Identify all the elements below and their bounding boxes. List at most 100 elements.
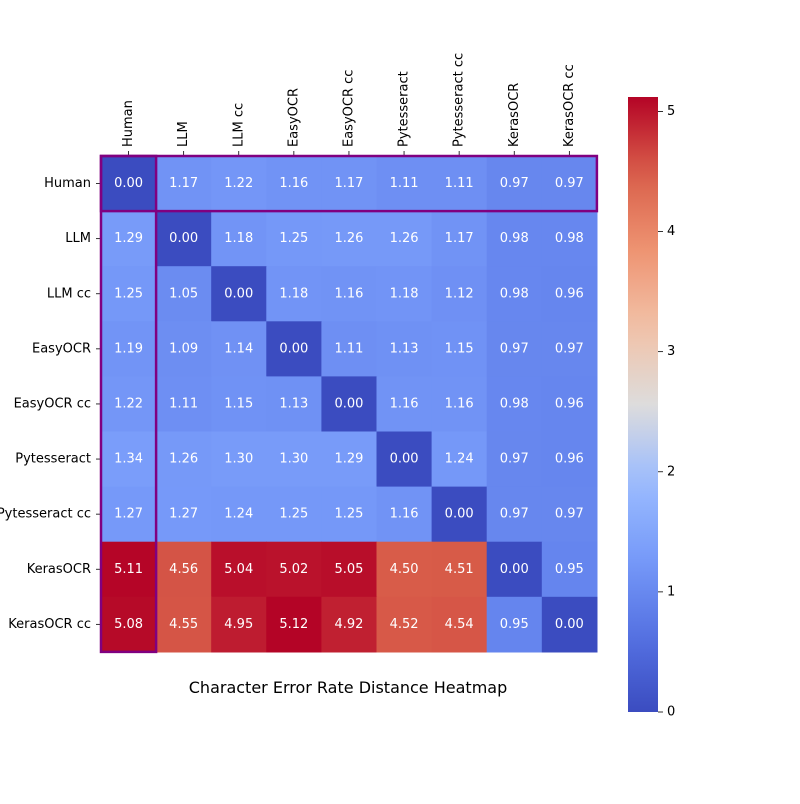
heatmap-cell-kerasocr-cc-pytesseract: [376, 596, 433, 653]
cell-value-label: 1.09: [169, 341, 198, 356]
column-label-kerasocr-cc: KerasOCR cc: [562, 64, 577, 147]
heatmap-cell-human-llm: [156, 156, 212, 212]
cell-value-label: 1.18: [390, 286, 419, 301]
cell-value-label: 1.13: [390, 341, 419, 356]
cell-value-label: 1.27: [114, 507, 143, 522]
heatmap-cell-pytesseract-llm-cc: [211, 431, 267, 488]
heatmap-cell-easyocr-cc-llm-cc: [211, 376, 267, 433]
cell-value-label: 0.97: [500, 176, 529, 191]
heatmap-cell-kerasocr-human: [101, 541, 157, 598]
heatmap-cell-human-kerasocr: [486, 156, 543, 212]
cell-value-label: 1.25: [114, 286, 143, 301]
cell-value-label: 0.97: [555, 341, 584, 356]
cell-value-label: 1.14: [224, 341, 253, 356]
heatmap-cell-pytesseract-llm: [156, 431, 212, 488]
cell-value-label: 1.17: [334, 176, 363, 191]
cell-value-label: 4.51: [445, 562, 474, 577]
column-label-pytesseract-cc: Pytesseract cc: [452, 53, 467, 147]
column-label-human: Human: [121, 100, 136, 147]
column-tick-labels: Human LLM LLM cc EasyOCR EasyOCR cc Pytessera…: [121, 53, 577, 156]
heatmap-cells: [101, 156, 598, 653]
heatmap-cell-human-kerasocr-cc: [541, 156, 598, 212]
cell-value-label: 1.19: [114, 341, 143, 356]
heatmap-cell-easyocr-cc-pytesseract-cc: [431, 376, 488, 433]
cell-value-label: 1.18: [279, 286, 308, 301]
cell-value-label: 1.15: [445, 341, 474, 356]
heatmap-cell-llm-cc-human: [101, 266, 157, 322]
cell-value-label: 5.04: [224, 562, 253, 577]
row-label-pytesseract: Pytesseract: [15, 452, 91, 467]
cell-value-label: 1.17: [445, 231, 474, 246]
highlight-column-box: [99, 154, 158, 654]
cell-value-label: 0.00: [169, 231, 198, 246]
heatmap-cell-human-pytesseract-cc: [431, 156, 488, 212]
cell-value-label: 1.16: [390, 507, 419, 522]
heatmap-cell-values: 0.00 1.17 1.22 1.16 1.17 1.11 1.11 0.97 0.97 1.29…: [114, 176, 584, 632]
row-label-kerasocr: KerasOCR: [27, 562, 91, 577]
heatmap-cell-pytesseract-cc-easyocr: [266, 486, 322, 543]
heatmap-cell-pytesseract-easyocr-cc: [321, 431, 378, 488]
cell-value-label: 0.95: [500, 617, 529, 632]
cell-value-label: 5.12: [279, 617, 308, 632]
heatmap-cell-easyocr-kerasocr-cc: [541, 321, 598, 377]
cell-value-label: 1.15: [224, 396, 253, 411]
heatmap-cell-pytesseract-cc-kerasocr: [486, 486, 543, 543]
cell-value-label: 1.22: [224, 176, 253, 191]
cell-value-label: 4.92: [334, 617, 363, 632]
heatmap-cell-kerasocr-cc-llm: [156, 596, 212, 653]
heatmap-cell-llm-pytesseract-cc: [431, 211, 488, 267]
heatmap-cell-easyocr-pytesseract: [376, 321, 433, 377]
heatmap-cell-pytesseract-cc-human: [101, 486, 157, 543]
heatmap-cell-human-human: [101, 156, 157, 212]
cell-value-label: 0.98: [500, 231, 529, 246]
colorbar-tick-label: 1: [667, 584, 675, 599]
heatmap-cell-easyocr-cc-easyocr: [266, 376, 322, 433]
cell-value-label: 1.25: [279, 507, 308, 522]
heatmap-cell-kerasocr-cc-kerasocr: [486, 596, 543, 653]
heatmap-cell-kerasocr-pytesseract-cc: [431, 541, 488, 598]
cell-value-label: 4.56: [169, 562, 198, 577]
cell-value-label: 0.00: [445, 507, 474, 522]
colorbar-gradient: [628, 97, 658, 712]
heatmap-cell-pytesseract-easyocr: [266, 431, 322, 488]
heatmap-cell-pytesseract-cc-kerasocr-cc: [541, 486, 598, 543]
heatmap-cell-llm-kerasocr: [486, 211, 543, 267]
heatmap-cell-llm-human: [101, 211, 157, 267]
cell-value-label: 1.24: [224, 507, 253, 522]
heatmap-cell-llm-cc-llm: [156, 266, 212, 322]
colorbar: 0 1 2 3 4 5: [628, 97, 675, 720]
heatmap-cell-kerasocr-cc-llm-cc: [211, 596, 267, 653]
cell-value-label: 1.25: [279, 231, 308, 246]
cell-value-label: 0.00: [114, 176, 143, 191]
heatmap-cell-pytesseract-cc-pytesseract: [376, 486, 433, 543]
heatmap-cell-pytesseract-cc-pytesseract-cc: [431, 486, 488, 543]
cell-value-label: 1.25: [334, 507, 363, 522]
row-tick-labels: Human LLM LLM cc EasyOCR EasyOCR cc Pytessera…: [0, 176, 101, 632]
cell-value-label: 5.08: [114, 617, 143, 632]
row-label-easyocr-cc: EasyOCR cc: [14, 396, 91, 411]
heatmap-cell-human-pytesseract: [376, 156, 433, 212]
heatmap-cell-kerasocr-cc-human: [101, 596, 157, 653]
row-label-easyocr: EasyOCR: [32, 341, 91, 356]
heatmap-cell-easyocr-llm: [156, 321, 212, 377]
cell-value-label: 1.11: [334, 341, 363, 356]
heatmap-cell-llm-easyocr: [266, 211, 322, 267]
heatmap-cell-pytesseract-human: [101, 431, 157, 488]
cell-value-label: 1.11: [390, 176, 419, 191]
column-label-llm: LLM: [176, 121, 191, 147]
cell-value-label: 5.05: [334, 562, 363, 577]
heatmap-cell-pytesseract-cc-llm: [156, 486, 212, 543]
cell-value-label: 0.97: [500, 341, 529, 356]
cell-value-label: 0.97: [555, 176, 584, 191]
heatmap-cell-easyocr-pytesseract-cc: [431, 321, 488, 377]
cell-value-label: 0.00: [390, 452, 419, 467]
cell-value-label: 4.55: [169, 617, 198, 632]
heatmap-cell-pytesseract-cc-easyocr-cc: [321, 486, 378, 543]
cell-value-label: 1.16: [279, 176, 308, 191]
cell-value-label: 0.00: [279, 341, 308, 356]
heatmap-cell-llm-llm: [156, 211, 212, 267]
heatmap-cell-pytesseract-kerasocr-cc: [541, 431, 598, 488]
column-label-kerasocr: KerasOCR: [507, 83, 522, 147]
row-label-llm: LLM: [65, 231, 91, 246]
row-label-human: Human: [44, 176, 91, 191]
